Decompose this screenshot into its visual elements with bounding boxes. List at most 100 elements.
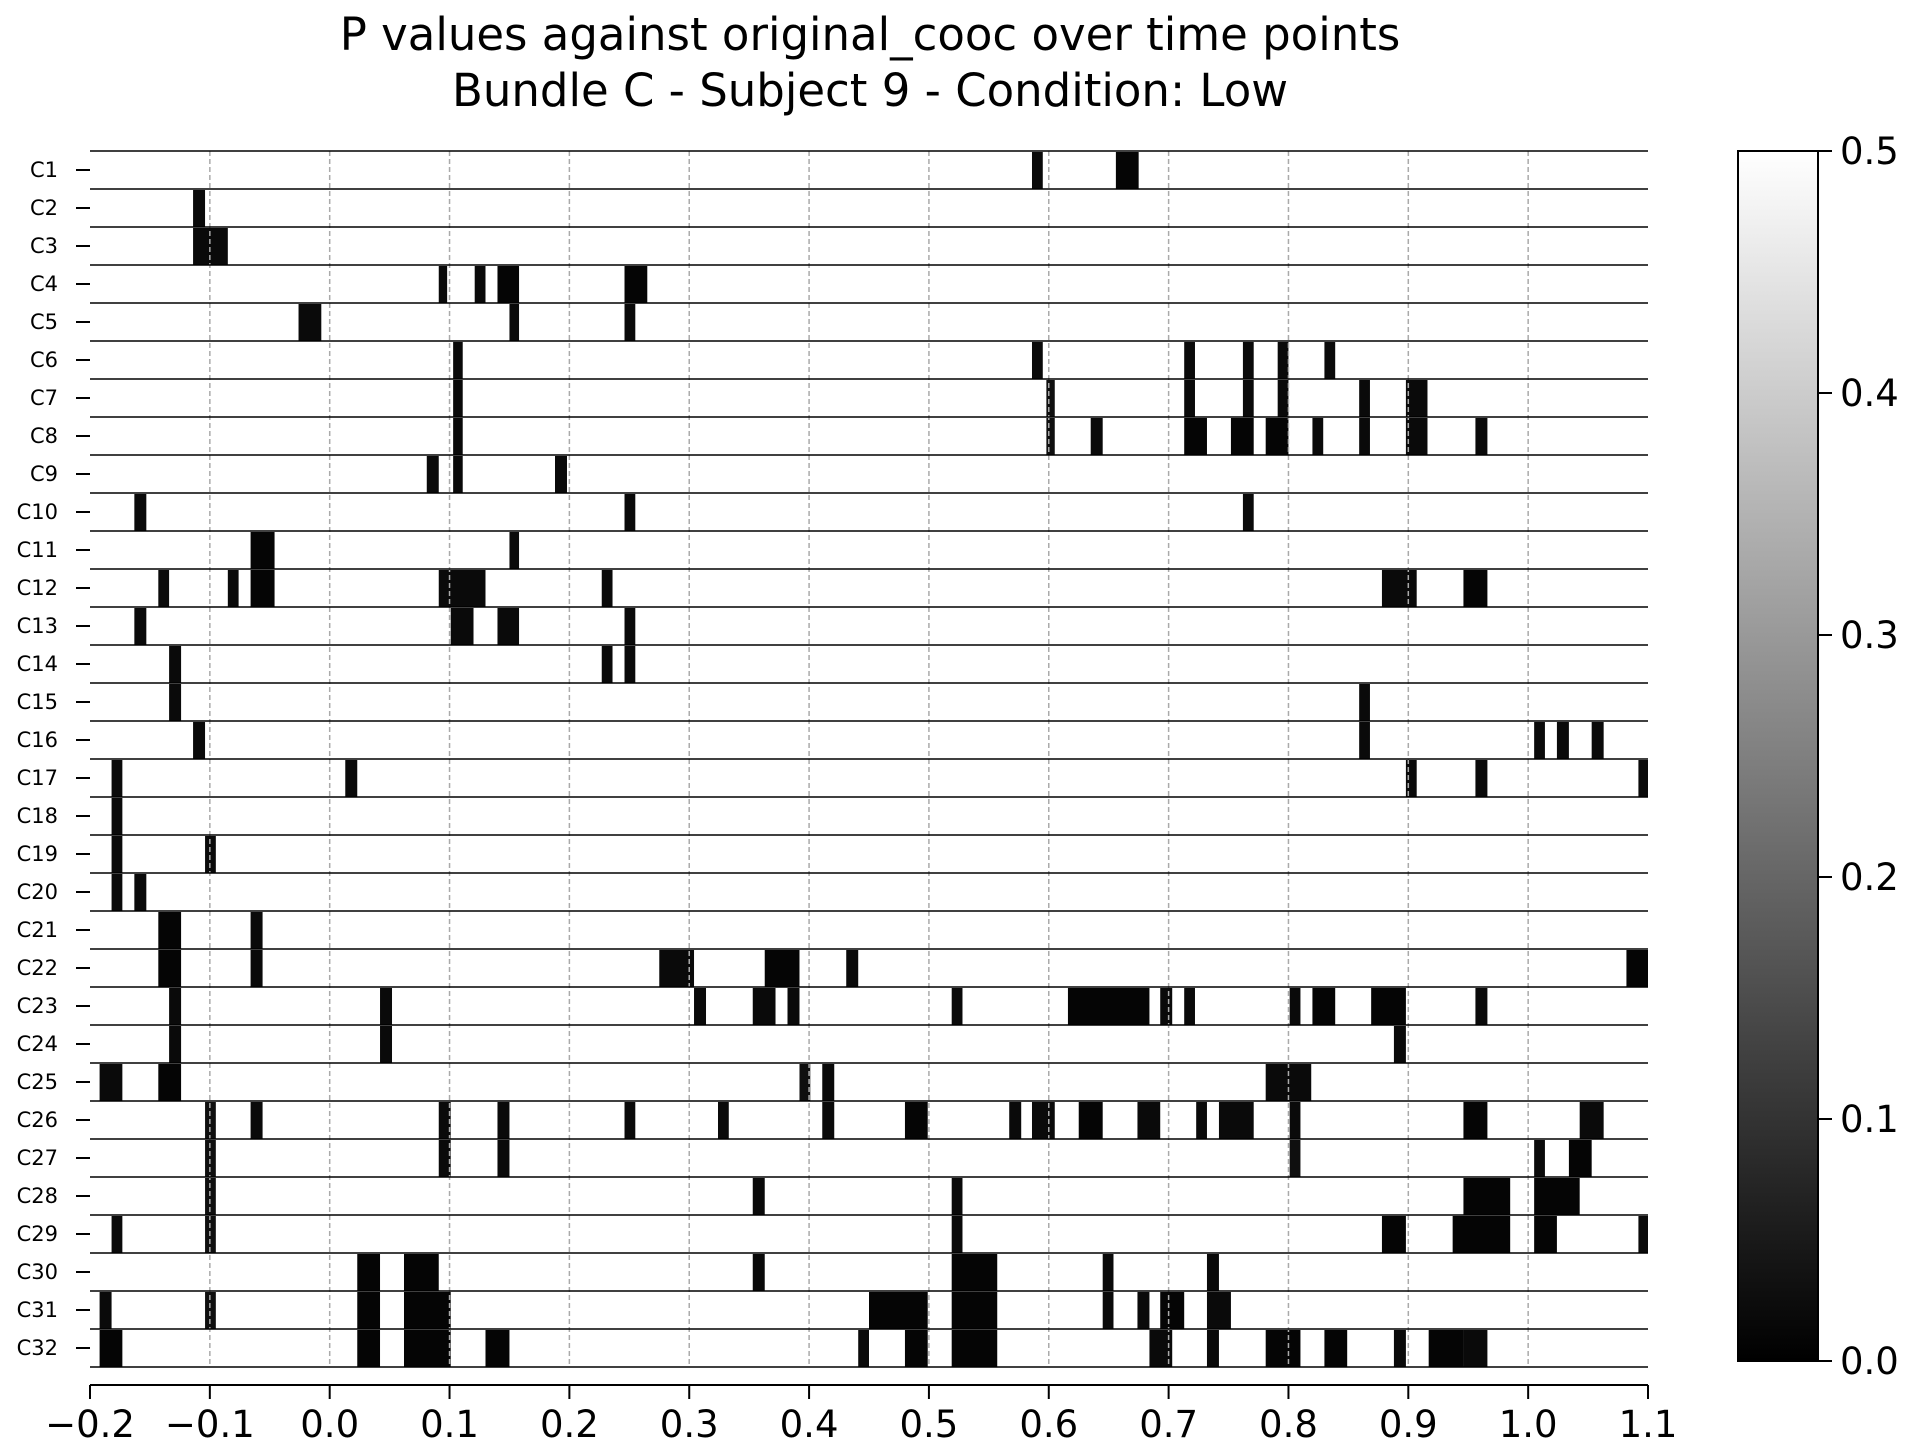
heatmap-cell: [403, 1254, 439, 1291]
heatmap-cell: [450, 608, 474, 645]
heatmap-cell: [380, 1026, 393, 1063]
heatmap-cell: [453, 380, 463, 417]
heatmap-cell: [1452, 1216, 1511, 1253]
heatmap-cell: [1242, 494, 1254, 531]
colorbar-tick-label: 0.2: [1840, 856, 1899, 899]
heatmap-cell: [1137, 1102, 1161, 1139]
heatmap-cell: [453, 456, 463, 493]
y-tick-label: C15: [17, 690, 58, 714]
heatmap-cell: [624, 304, 636, 341]
heatmap-cell: [111, 836, 123, 873]
heatmap-cell: [380, 988, 393, 1025]
row-background: [90, 1215, 1648, 1253]
heatmap-cell: [1591, 722, 1604, 759]
x-tick-label: −0.2: [45, 1403, 135, 1440]
y-tick-label: C21: [17, 918, 58, 942]
y-tick-label: C10: [17, 500, 58, 524]
heatmap-cell: [1265, 1330, 1301, 1367]
heatmap-cell: [438, 266, 448, 303]
channel-row-C30: [90, 1253, 1648, 1291]
heatmap-cell: [403, 1292, 451, 1329]
y-tick-label: C23: [17, 994, 58, 1018]
x-tick-label: −0.1: [165, 1403, 255, 1440]
heatmap-cell: [111, 798, 123, 835]
heatmap-cell: [1638, 1216, 1648, 1253]
heatmap-cell: [1428, 1330, 1464, 1367]
heatmap-cell: [904, 1102, 928, 1139]
colorbar-gradient: [1737, 150, 1819, 1362]
heatmap-cell: [1381, 570, 1417, 607]
heatmap-cell: [169, 646, 182, 683]
heatmap-cell: [250, 912, 263, 949]
y-tick-label: C18: [17, 804, 58, 828]
heatmap-cell: [1405, 418, 1428, 455]
heatmap-cell: [205, 836, 216, 873]
heatmap-cell: [111, 760, 123, 797]
y-tick-label: C7: [30, 386, 58, 410]
heatmap-cell: [1638, 760, 1648, 797]
channel-row-C12: [90, 569, 1648, 607]
heatmap-cell: [99, 1292, 112, 1329]
y-tick-label: C32: [17, 1336, 58, 1360]
chart-title: P values against original_cooc over time…: [340, 8, 1401, 61]
heatmap-cell: [1218, 1102, 1254, 1139]
heatmap-cell: [1265, 418, 1289, 455]
heatmap-cell: [764, 950, 800, 987]
heatmap-cell: [1312, 988, 1336, 1025]
heatmap-cell: [158, 1064, 182, 1101]
heatmap-cell: [357, 1292, 381, 1329]
heatmap-cell: [904, 1330, 928, 1367]
y-tick-label: C8: [30, 424, 58, 448]
heatmap-cell: [1534, 1178, 1580, 1215]
heatmap-cell: [169, 684, 182, 721]
row-background: [90, 721, 1648, 759]
heatmap-cell: [1031, 342, 1043, 379]
channel-row-C26: [90, 1101, 1648, 1139]
heatmap-cell: [134, 608, 147, 645]
heatmap-cell: [601, 570, 613, 607]
x-tick-label: 0.7: [1139, 1403, 1198, 1440]
heatmap-cell: [250, 570, 275, 607]
heatmap-cell: [1359, 418, 1370, 455]
heatmap-cell: [1277, 342, 1289, 379]
row-background: [90, 987, 1648, 1025]
heatmap-cell: [1009, 1102, 1022, 1139]
heatmap-cell: [1149, 1330, 1173, 1367]
colorbar-tick-label: 0.4: [1840, 372, 1899, 415]
heatmap-cell: [134, 874, 147, 911]
heatmap-cell: [717, 1102, 729, 1139]
row-background: [90, 531, 1648, 569]
heatmap-cell: [1102, 1254, 1114, 1291]
heatmap-cell: [497, 1102, 510, 1139]
x-tick-label: 0.6: [1019, 1403, 1078, 1440]
y-tick-label: C16: [17, 728, 58, 752]
heatmap-cell: [99, 1064, 123, 1101]
heatmap-cell: [509, 304, 520, 341]
heatmap-cell: [509, 532, 520, 569]
heatmap-cell: [497, 266, 520, 303]
channel-row-C31: [90, 1291, 1648, 1329]
heatmap-cell: [694, 988, 707, 1025]
y-tick-label: C19: [17, 842, 58, 866]
heatmap-cell: [1184, 342, 1195, 379]
row-background: [90, 265, 1648, 303]
heatmap-cell: [1475, 988, 1488, 1025]
heatmap-cell: [787, 988, 800, 1025]
heatmap-cell: [250, 1102, 263, 1139]
heatmap-cell: [1137, 1292, 1150, 1329]
heatmap-cell: [1359, 722, 1370, 759]
y-tick-label: C29: [17, 1222, 58, 1246]
heatmap-cell: [846, 950, 859, 987]
heatmap-cell: [951, 1254, 998, 1291]
channel-row-C28: [90, 1177, 1648, 1215]
row-background: [90, 911, 1648, 949]
row-background: [90, 835, 1648, 873]
heatmap-cell: [1312, 418, 1324, 455]
heatmap-cell: [227, 570, 239, 607]
row-background: [90, 189, 1648, 227]
heatmap-cell: [497, 1140, 510, 1177]
y-tick-label: C22: [17, 956, 58, 980]
colorbar-tick-label: 0.3: [1840, 614, 1899, 657]
